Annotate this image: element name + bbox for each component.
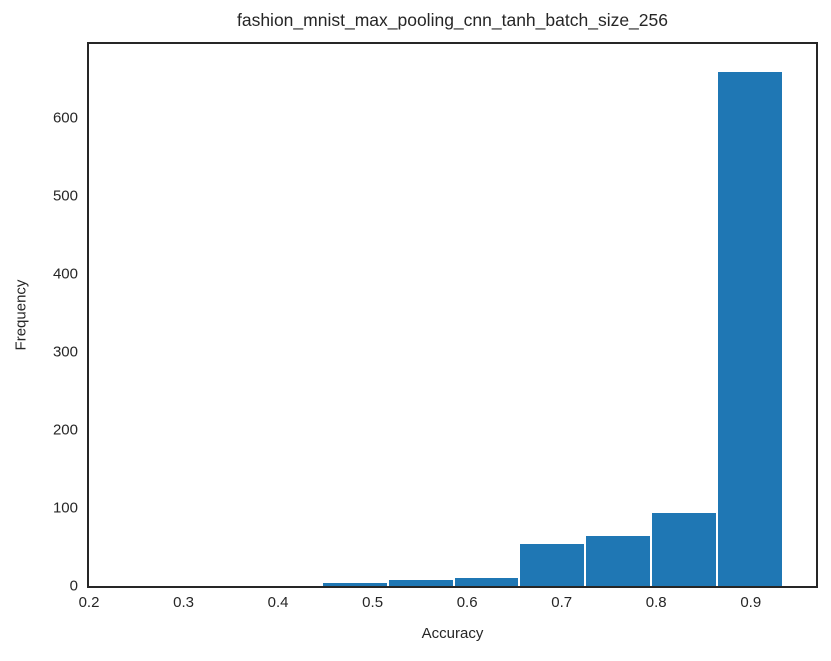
- x-tick-label: 0.2: [78, 594, 100, 611]
- x-axis-label: Accuracy: [421, 625, 484, 642]
- plot-area: [87, 42, 818, 588]
- histogram-bar: [519, 543, 586, 586]
- histogram-bar: [651, 511, 718, 586]
- histogram-bar: [585, 534, 652, 586]
- x-tick-label: 0.5: [362, 594, 384, 611]
- x-tick-label: 0.4: [267, 594, 289, 611]
- y-tick-label: 600: [52, 109, 78, 127]
- x-tick-label: 0.7: [551, 594, 573, 611]
- y-tick-label: 300: [52, 343, 78, 361]
- y-tick-label: 100: [52, 499, 78, 517]
- x-tick-label: 0.6: [456, 594, 478, 611]
- x-tick-label: 0.9: [740, 594, 762, 611]
- x-tick-label: 0.8: [645, 594, 667, 611]
- histogram-bar: [717, 71, 783, 586]
- y-tick-label: 500: [52, 187, 78, 205]
- histogram-bar: [387, 578, 454, 586]
- x-tick-label: 0.3: [173, 594, 194, 611]
- y-tick-label: 400: [52, 265, 78, 283]
- histogram-bar: [453, 577, 520, 586]
- histogram-bar: [321, 582, 388, 586]
- y-axis-label: Frequency: [12, 279, 30, 351]
- y-tick-label: 200: [52, 421, 78, 439]
- y-tick-label: 0: [69, 577, 78, 595]
- chart-title: fashion_mnist_max_pooling_cnn_tanh_batch…: [236, 10, 668, 30]
